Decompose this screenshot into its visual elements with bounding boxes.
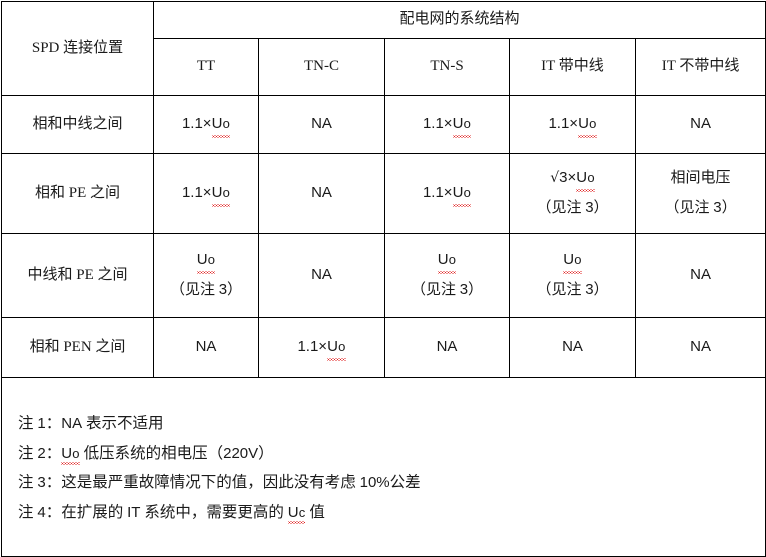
column-header-tnc: TN-C xyxy=(258,38,385,96)
cell-value: 1.1×Uo xyxy=(423,182,472,207)
spellcheck-token: Uo xyxy=(61,444,81,465)
spellcheck-token: Uo xyxy=(327,336,347,361)
data-cell: 1.1×Uo xyxy=(384,153,510,234)
notes-row: 注 1：NA 表示不适用 注 2：Uo 低压系统的相电压（220V） 注 3：这… xyxy=(0,377,766,557)
data-cell: NA xyxy=(509,317,636,378)
note-4: 注 4：在扩展的 IT 系统中，需要更高的 Uc 值 xyxy=(18,503,325,524)
data-cell: NA xyxy=(258,153,385,234)
cell-note-ref: （见注 3） xyxy=(536,281,609,298)
spellcheck-token: Uo xyxy=(563,249,583,274)
cell-value: 1.1×Uo xyxy=(548,113,598,138)
spellcheck-token: Uo xyxy=(196,249,216,274)
table-row: 中线和 PE 之间 Uo （见注 3） NA Uo （见注 3） Uo （见注 3） … xyxy=(1,233,766,318)
corner-header-cell: SPD 连接位置 xyxy=(1,1,154,96)
cell-value: NA xyxy=(690,115,711,133)
row-label: 相和 PEN 之间 xyxy=(1,317,154,378)
data-cell: 1.1×Uo xyxy=(258,317,385,378)
cell-value: Uo xyxy=(196,249,216,274)
cell-value: 1.1×Uo xyxy=(423,113,472,138)
data-cell: 1.1×Uo xyxy=(384,95,510,154)
cell-value: 相间电压 xyxy=(670,169,731,186)
spellcheck-token: Uo xyxy=(452,182,472,207)
data-cell: Uo （见注 3） xyxy=(384,233,510,318)
spellcheck-token: Uo xyxy=(211,113,231,138)
cell-value: 1.1×Uo xyxy=(182,113,231,138)
note-3: 注 3：这是最严重故障情况下的值，因此没有考虑 10%公差 xyxy=(18,474,421,491)
column-header-tt: TT xyxy=(153,38,259,96)
spellcheck-token: Uo xyxy=(578,113,598,138)
cell-value: NA xyxy=(690,338,711,356)
cell-value: √3×Uo xyxy=(550,167,596,192)
row-label: 相和 PE 之间 xyxy=(1,153,154,234)
group-header-cell: 配电网的系统结构 xyxy=(152,1,766,39)
table-header-row-top: SPD 连接位置 配电网的系统结构 xyxy=(1,1,766,96)
data-cell: 1.1×Uo xyxy=(153,95,259,154)
sqrt-glyph: √ xyxy=(550,170,560,187)
data-cell: Uo （见注 3） xyxy=(509,233,636,318)
spellcheck-token: Uo xyxy=(452,113,472,138)
cell-value: NA xyxy=(562,338,583,356)
cell-value: NA xyxy=(311,266,332,284)
spellcheck-token: Uc xyxy=(287,503,306,524)
cell-note-ref: （见注 3） xyxy=(664,198,737,216)
cell-note-ref: （见注 3） xyxy=(169,281,243,298)
table-row: 相和 PE 之间 1.1×Uo NA 1.1×Uo √3×Uo （见注 3） 相间… xyxy=(1,153,766,234)
column-header-tns: TN-S xyxy=(384,38,510,96)
cell-value: Uo xyxy=(563,249,583,274)
data-cell: NA xyxy=(258,233,385,318)
cell-value: NA xyxy=(311,184,332,202)
row-label: 中线和 PE 之间 xyxy=(1,233,154,318)
column-header-it-without-neutral: IT 不带中线 xyxy=(634,38,766,96)
cell-value: Uo xyxy=(437,249,457,274)
cell-value: NA xyxy=(690,266,711,284)
spellcheck-token: Uo xyxy=(211,182,231,207)
data-cell: 相间电压 （见注 3） xyxy=(634,153,766,234)
data-cell: NA xyxy=(258,95,385,154)
notes-container: 注 1：NA 表示不适用 注 2：Uo 低压系统的相电压（220V） 注 3：这… xyxy=(0,377,766,557)
table-row: 相和中线之间 1.1×Uo NA 1.1×Uo 1.1×Uo NA xyxy=(1,95,766,154)
spellcheck-token: Uo xyxy=(576,167,596,192)
cell-value: 1.1×Uo xyxy=(297,336,347,361)
data-cell: NA xyxy=(384,317,510,378)
data-cell: Uo （见注 3） xyxy=(153,233,259,318)
data-cell: √3×Uo （见注 3） xyxy=(509,153,636,234)
note-2: 注 2：Uo 低压系统的相电压（220V） xyxy=(18,444,274,465)
data-cell: NA xyxy=(634,317,766,378)
table-row: 相和 PEN 之间 NA 1.1×Uo NA NA NA xyxy=(1,317,766,378)
data-cell: NA xyxy=(634,233,766,318)
data-cell: 1.1×Uo xyxy=(509,95,636,154)
cell-value: NA xyxy=(195,338,217,356)
data-cell: 1.1×Uo xyxy=(153,153,259,234)
table-header-row-sub: TT TN-C TN-S IT 带中线 IT 不带中线 xyxy=(2,38,766,96)
spellcheck-token: Uo xyxy=(437,249,457,274)
cell-value: 1.1×Uo xyxy=(182,182,231,207)
cell-value: NA xyxy=(311,115,332,133)
row-label: 相和中线之间 xyxy=(1,95,154,154)
note-1: 注 1：NA 表示不适用 xyxy=(18,415,164,432)
cell-value: NA xyxy=(436,338,458,356)
cell-note-ref: （见注 3） xyxy=(536,199,609,216)
cell-note-ref: （见注 3） xyxy=(410,281,484,298)
data-cell: NA xyxy=(153,317,259,378)
data-cell: NA xyxy=(634,95,766,154)
column-header-it-with-neutral: IT 带中线 xyxy=(509,38,636,96)
